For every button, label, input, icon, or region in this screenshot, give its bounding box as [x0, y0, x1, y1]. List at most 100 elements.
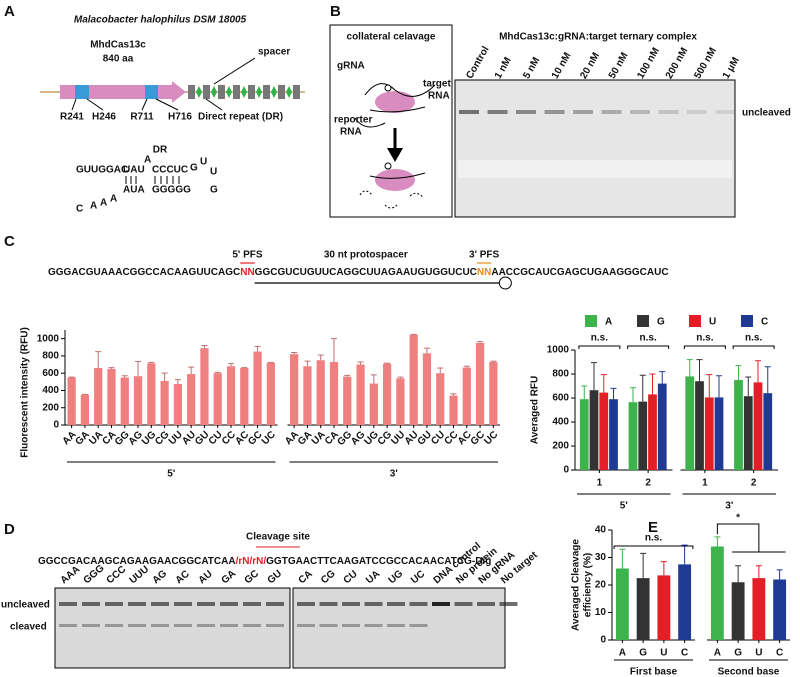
y-tick-label: 0	[563, 465, 569, 476]
error-bar	[357, 361, 364, 365]
bar	[636, 578, 650, 640]
gel-band	[82, 602, 100, 606]
x-tick-label: UC	[482, 429, 500, 447]
y-tick-label: 800	[552, 369, 569, 380]
gel-title: MhdCas13c:gRNA:target ternary complex	[499, 32, 697, 43]
error-bar	[686, 359, 693, 377]
sequence-part: GGCGUCUGUUCAGGCUUAGAAUGUGGUCUC	[255, 267, 477, 278]
gel-band	[715, 110, 736, 114]
lane-label: 200 nM	[664, 46, 690, 81]
legend-label: A	[605, 317, 612, 328]
bar	[638, 401, 648, 470]
sequence-part: GGTGAACTTCAAGATCCGCCACAACATCG-Dig	[266, 556, 491, 567]
error-bar	[463, 365, 470, 368]
error-bar	[188, 366, 195, 375]
reporter-label: RNA	[340, 127, 362, 138]
spacer-label: spacer	[258, 47, 290, 58]
error-bar	[735, 365, 742, 380]
pfs5-label: 5' PFS	[232, 250, 262, 261]
bar	[369, 383, 378, 425]
lane-label: CG	[319, 568, 338, 586]
x-tick-label: G	[639, 648, 647, 659]
error-bar	[716, 375, 722, 398]
bar	[714, 397, 724, 470]
bar	[422, 353, 432, 425]
bar	[579, 399, 589, 470]
significance: n.s.	[745, 333, 762, 344]
bar	[657, 575, 671, 640]
bar	[120, 377, 129, 425]
dr-title: DR	[153, 145, 168, 156]
legend-label: C	[761, 317, 768, 328]
gel-band	[266, 624, 284, 627]
group-label: First base	[630, 667, 678, 677]
dr-nucleotides: A	[144, 155, 151, 166]
gel-band	[105, 624, 123, 627]
lane-label: AC	[174, 569, 192, 587]
gel-band	[477, 602, 495, 606]
panel-letter: C	[4, 233, 15, 250]
target-label: target	[423, 79, 451, 90]
gene-diagram	[40, 57, 305, 184]
lane-label: 1 μM	[721, 56, 742, 81]
error-bar	[291, 351, 298, 355]
y-tick-label: 600	[552, 393, 569, 404]
error-bar	[161, 372, 168, 381]
bar	[753, 382, 763, 470]
gel-band	[573, 110, 593, 114]
significance-bracket	[716, 523, 786, 553]
pfs3-label: 3' PFS	[469, 250, 499, 261]
x-tick-label: 2	[751, 478, 757, 489]
y-tick-label: 600	[42, 368, 59, 379]
significance-bracket	[683, 345, 726, 349]
significance-bracket	[627, 345, 670, 349]
gel-band	[174, 602, 192, 606]
error-bar	[437, 367, 444, 374]
gel-band	[454, 602, 473, 606]
protein-length: 840 aa	[103, 54, 134, 65]
gel-band	[151, 624, 169, 627]
bar	[409, 334, 418, 425]
bar	[628, 402, 638, 470]
significance: n.s.	[645, 533, 662, 544]
gel-band	[342, 624, 360, 627]
error-bar	[745, 376, 752, 397]
x-tick-label: C	[776, 648, 783, 659]
bar	[316, 360, 325, 425]
y-axis-label: Fluorescent intensity (RFU)	[20, 327, 31, 458]
gel-band	[174, 624, 192, 627]
dr-label: Direct repeat (DR)	[198, 112, 283, 123]
dr-nucleotides: GGGGG	[152, 185, 191, 196]
sequence-part: GGGACGUAAACGGCCACAAGUUCAGC	[48, 267, 240, 278]
residue: R241	[60, 112, 84, 123]
x-tick-label: G	[734, 648, 742, 659]
error-bar	[254, 345, 261, 352]
legend-label: G	[657, 317, 665, 328]
dr-nucleotides: G	[210, 185, 218, 196]
dr-nucleotides: A	[110, 194, 117, 205]
significance-bracket	[732, 345, 775, 349]
bar	[462, 367, 471, 425]
panel-letter: B	[330, 3, 341, 20]
bar	[648, 394, 657, 470]
error-bar	[755, 565, 762, 579]
error-bar	[121, 375, 128, 378]
group-label: 3'	[390, 469, 398, 480]
bar	[147, 363, 156, 425]
lane-label: GU	[266, 568, 285, 586]
gel-band	[487, 110, 508, 114]
sequence: GGGACGUAAACGGCCACAAGUUCAGC NNGGCGUCUGUUCA…	[48, 267, 669, 278]
group-label: Second base	[718, 667, 780, 677]
sequence-part: NN	[477, 267, 491, 278]
lane-label: CU	[342, 569, 360, 587]
group-label: 5'	[620, 501, 628, 512]
gel-band	[220, 602, 238, 606]
legend-swatch	[741, 315, 753, 327]
dr-nucleotides: AUA	[123, 185, 145, 196]
error-bar	[660, 561, 667, 576]
significance-bracket	[578, 345, 621, 349]
residue: H246	[92, 112, 116, 123]
bar	[94, 368, 103, 425]
dr-nucleotides: G	[190, 163, 198, 174]
gel-band	[128, 602, 146, 606]
